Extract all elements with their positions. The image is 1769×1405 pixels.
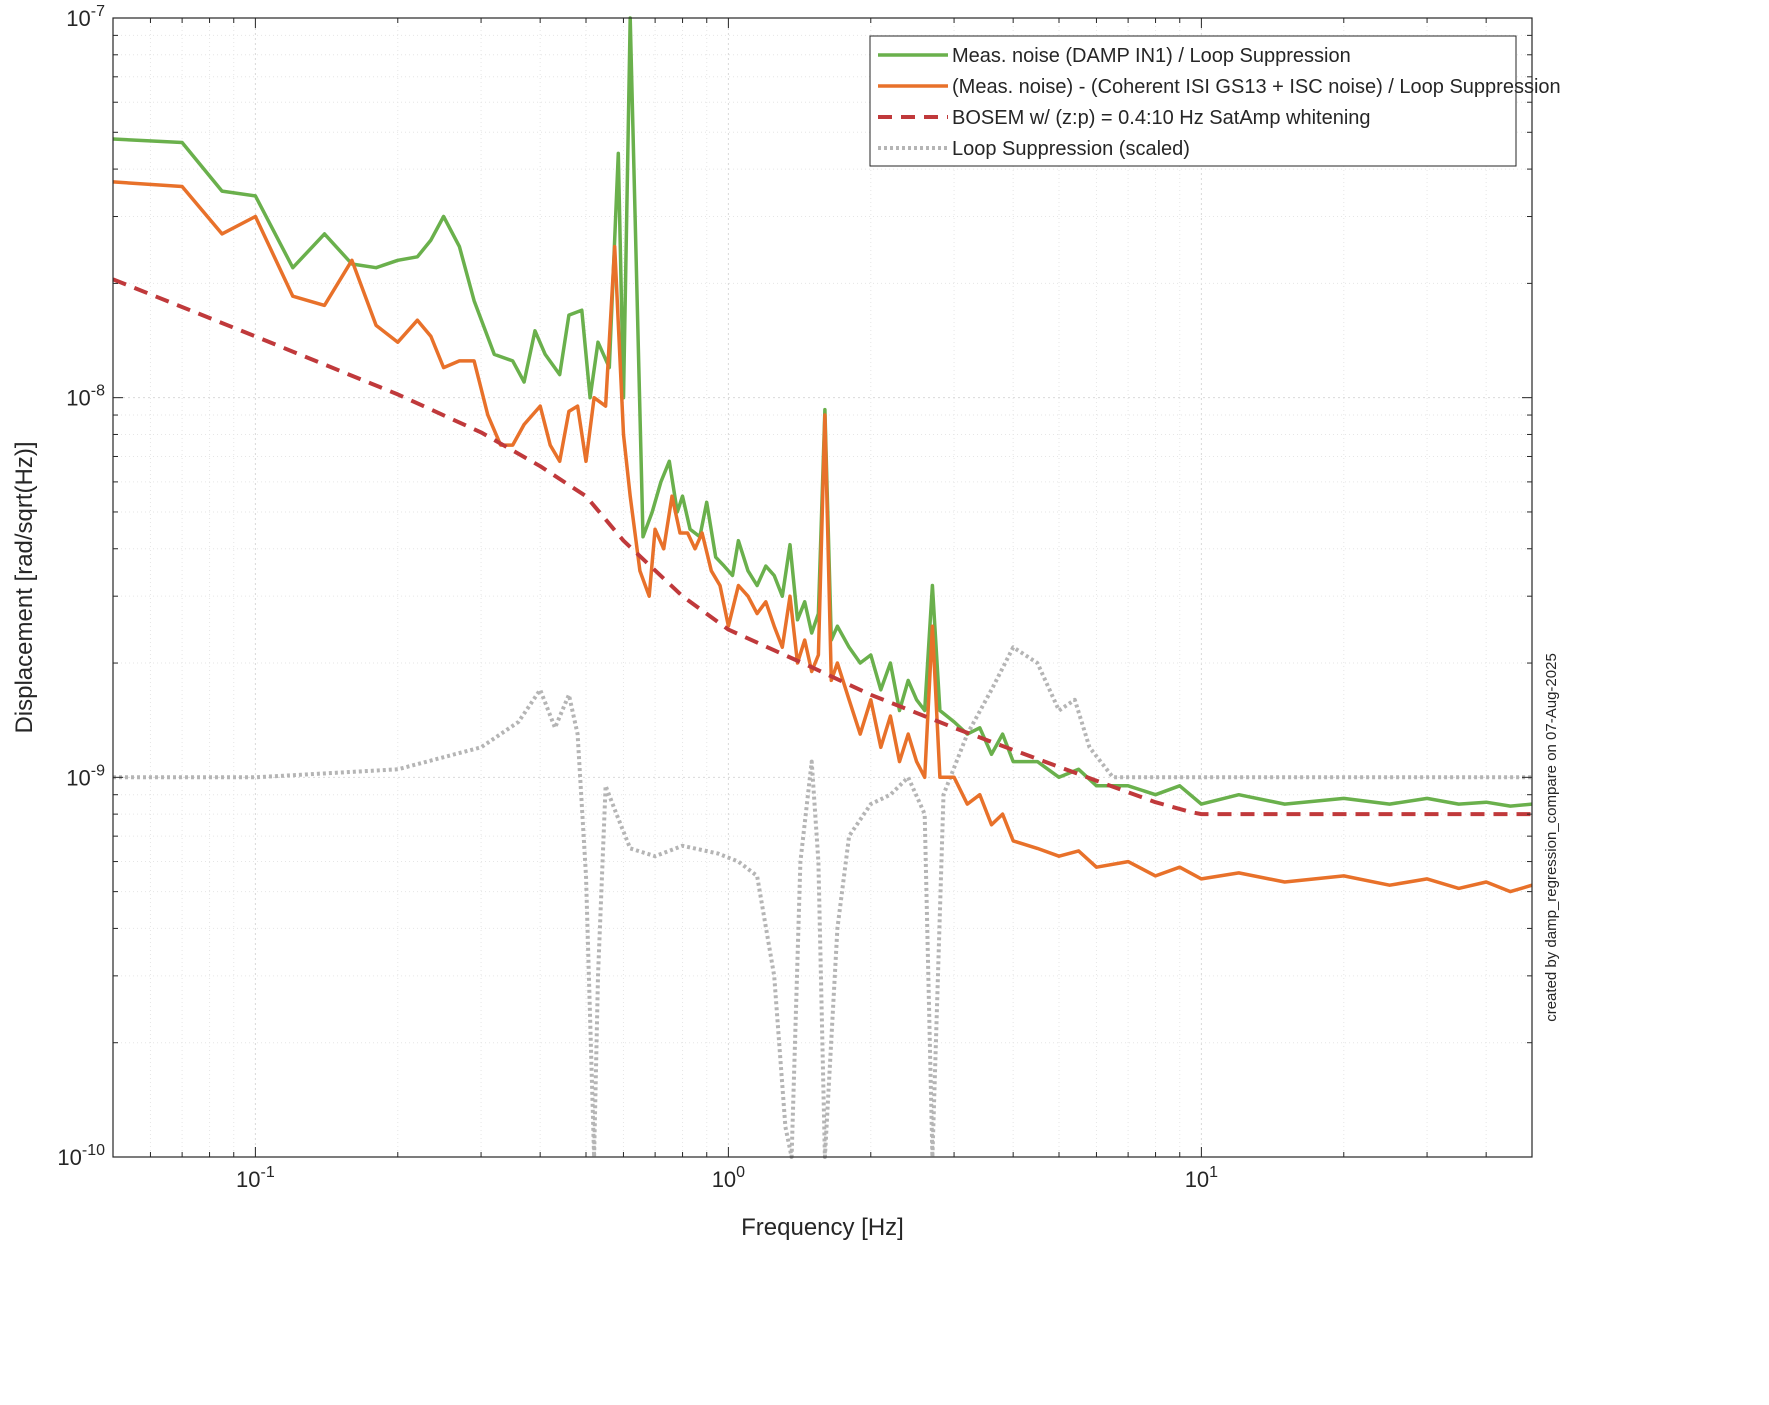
credit-annotation: created by damp_regression_compare on 07… xyxy=(1543,653,1560,1022)
y-tick-label: 10-8 xyxy=(66,383,105,411)
legend: Meas. noise (DAMP IN1) / Loop Suppressio… xyxy=(869,35,1561,167)
y-tick-label: 10-9 xyxy=(66,762,105,790)
x-tick-label: 100 xyxy=(712,1164,745,1192)
grid xyxy=(112,17,1533,1158)
y-tick-label: 10-10 xyxy=(57,1142,105,1170)
x-axis-label: Frequency [Hz] xyxy=(741,1214,904,1241)
x-tick-label: 10-1 xyxy=(236,1164,275,1192)
tick-labels: 10-1 100 101 10-7 10-8 10-9 10-10 xyxy=(57,3,1218,1192)
axes-box xyxy=(112,17,1533,1158)
legend-box xyxy=(869,35,1517,167)
legend-label: Meas. noise (DAMP IN1) / Loop Suppressio… xyxy=(952,45,1351,67)
legend-label: BOSEM w/ (z:p) = 0.4:10 Hz SatAmp whiten… xyxy=(952,107,1371,129)
series-group xyxy=(112,16,1533,1159)
x-tick-label: 101 xyxy=(1185,1164,1218,1192)
y-tick-label: 10-7 xyxy=(66,3,105,31)
legend-label: (Meas. noise) - (Coherent ISI GS13 + ISC… xyxy=(952,76,1561,98)
legend-label: Loop Suppression (scaled) xyxy=(952,138,1190,160)
series-line-2 xyxy=(112,180,1533,894)
series-line-3 xyxy=(112,277,1532,817)
series-line-1 xyxy=(112,16,1533,808)
ticks xyxy=(112,17,1533,1158)
y-axis-label: Displacement [rad/sqrt(Hz)] xyxy=(11,441,38,733)
